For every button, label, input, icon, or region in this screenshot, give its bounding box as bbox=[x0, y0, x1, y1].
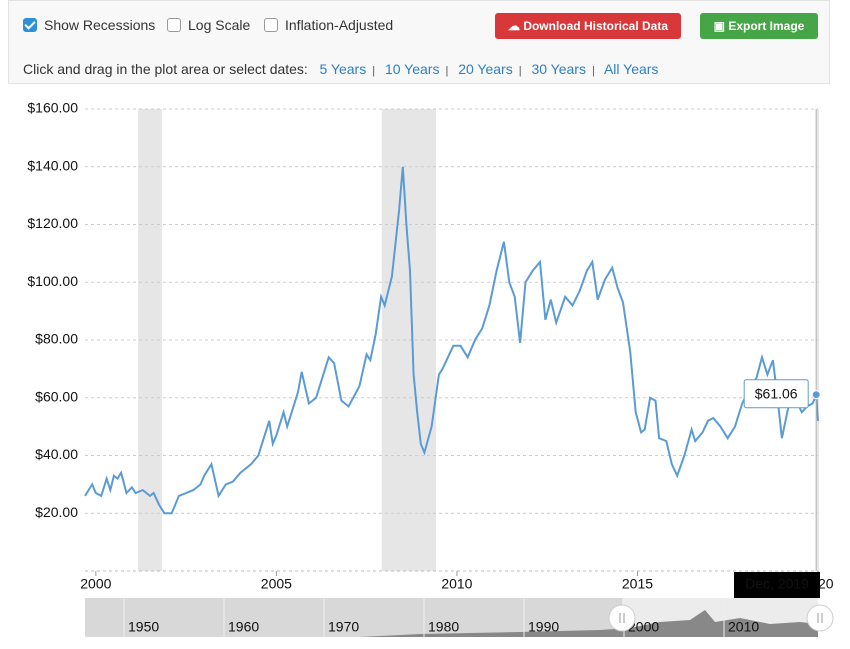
y-tick-label: $80.00 bbox=[35, 331, 78, 347]
navigator-label: 1960 bbox=[228, 619, 259, 635]
x-tick-label: 2015 bbox=[622, 576, 653, 592]
navigator-label: 1970 bbox=[328, 619, 359, 635]
recession-band bbox=[381, 109, 436, 571]
label: Download Historical Data bbox=[523, 19, 669, 33]
tooltip-dot bbox=[811, 390, 821, 400]
controls-panel: Show Recessions Log Scale Inflation-Adju… bbox=[8, 0, 830, 84]
export-button[interactable]: ▣ Export Image bbox=[700, 13, 818, 39]
hint: Click and drag in the plot area or selec… bbox=[23, 61, 308, 77]
checkbox[interactable]: Inflation-Adjusted bbox=[264, 17, 393, 33]
navigator-label: 1990 bbox=[528, 619, 559, 635]
y-tick-label: $100.00 bbox=[27, 273, 78, 289]
y-tick-label: $60.00 bbox=[35, 388, 78, 404]
recession-band bbox=[138, 109, 162, 571]
y-tick-label: $40.00 bbox=[35, 446, 78, 462]
download-button[interactable]: ☁ Download Historical Data bbox=[495, 13, 681, 39]
navigator-label: 2000 bbox=[628, 619, 659, 635]
checkbox[interactable]: Log Scale bbox=[167, 17, 250, 33]
tooltip-box bbox=[743, 379, 809, 409]
x-tick-label: 2000 bbox=[80, 576, 111, 592]
x-tick-label: 2005 bbox=[261, 576, 292, 592]
label: Inflation-Adjusted bbox=[285, 17, 394, 33]
checkbox[interactable]: Show Recessions bbox=[23, 17, 155, 33]
range-link[interactable]: All Years bbox=[603, 61, 659, 77]
tooltip-label: $61.06 bbox=[755, 385, 798, 401]
y-tick-label: $20.00 bbox=[35, 504, 78, 520]
label: Export Image bbox=[728, 19, 805, 33]
range-row: Click and drag in the plot area or selec… bbox=[23, 61, 659, 77]
label: Log Scale bbox=[188, 17, 251, 33]
range-link[interactable]: 10 Years bbox=[384, 61, 440, 77]
date-flag bbox=[734, 572, 820, 598]
navigator-label: 1980 bbox=[428, 619, 459, 635]
x-tick-label: 2010 bbox=[441, 576, 472, 592]
y-tick-label: $140.00 bbox=[27, 157, 78, 173]
plot bbox=[84, 108, 819, 572]
navigator-series bbox=[360, 610, 818, 637]
y-tick-label: $160.00 bbox=[27, 100, 78, 116]
y-tick-label: $120.00 bbox=[27, 215, 78, 231]
navigator-label: 2010 bbox=[728, 619, 759, 635]
navigator-handle[interactable] bbox=[806, 604, 834, 632]
date-label: Dec, 2019 bbox=[745, 576, 809, 592]
navigator-handle[interactable] bbox=[608, 604, 636, 632]
label: Show Recessions bbox=[44, 17, 156, 33]
range-link[interactable]: 20 Years bbox=[458, 61, 513, 77]
range-link[interactable]: 5 Years bbox=[319, 61, 367, 77]
navigator-label: 1950 bbox=[128, 619, 159, 635]
series-line bbox=[84, 166, 819, 515]
range-link[interactable]: 30 Years bbox=[531, 61, 586, 77]
